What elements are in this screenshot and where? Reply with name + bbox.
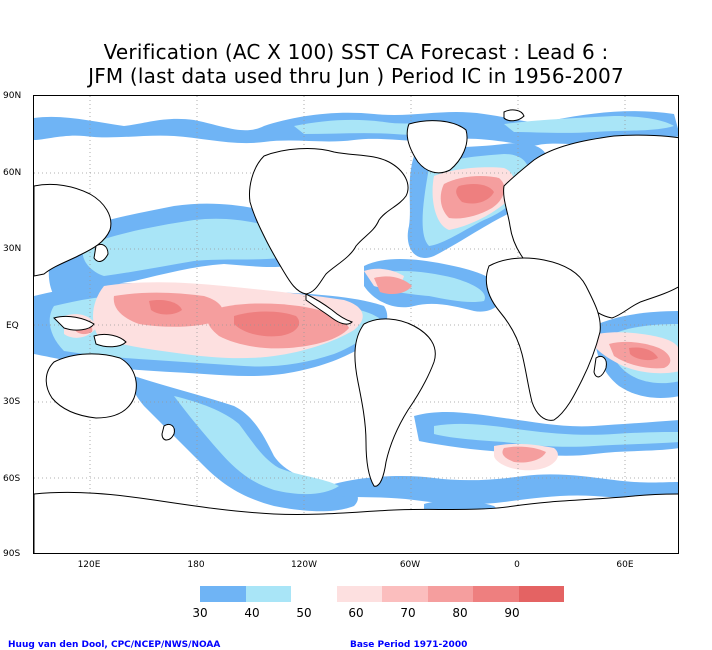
- japan-outline: [93, 243, 109, 262]
- svalbard-outline: [503, 109, 525, 122]
- australia-outline: [45, 353, 137, 419]
- madagascar-outline: [593, 355, 607, 378]
- lat-label-90s: 90S: [3, 549, 21, 559]
- lon-label-60w: 60W: [399, 560, 421, 570]
- colorbar-label-60: 60: [348, 606, 364, 620]
- colorbar-swatch-5: [382, 586, 428, 602]
- lon-label-120e: 120E: [77, 560, 101, 570]
- new-guinea-outline: [93, 333, 127, 348]
- colorbar-label-70: 70: [400, 606, 416, 620]
- lon-label-60e: 60E: [616, 560, 634, 570]
- south-america-outline: [354, 318, 436, 487]
- lon-label-180: 180: [187, 560, 205, 570]
- colorbar-swatch-8: [518, 586, 564, 602]
- lon-label-120w: 120W: [290, 560, 318, 570]
- map-title-line2: JFM (last data used thru Jun ) Period IC…: [88, 64, 624, 88]
- colorbar-swatch-3: [291, 586, 337, 602]
- credit-text: Huug van den Dool, CPC/NCEP/NWS/NOAA: [8, 640, 221, 650]
- central-america-outline: [305, 293, 353, 325]
- colorbar-swatch-4: [336, 586, 382, 602]
- north-america-outline: [249, 148, 409, 295]
- africa-outline: [485, 257, 601, 421]
- colorbar-swatch-6: [427, 586, 473, 602]
- correlation-map: [34, 96, 678, 553]
- indonesia-outline: [53, 315, 95, 331]
- lat-label-30n: 30N: [3, 244, 22, 254]
- colorbar-swatch-2: [245, 586, 291, 602]
- skill-band-80-90: [149, 184, 658, 361]
- colorbar-swatch-7: [473, 586, 519, 602]
- greenland-outline: [406, 120, 468, 174]
- lat-label-eq: EQ: [6, 321, 19, 331]
- lon-label-0: 0: [514, 560, 520, 570]
- map-panel: [33, 95, 679, 554]
- colorbar-label-90: 90: [504, 606, 520, 620]
- colorbar: [200, 586, 564, 602]
- new-zealand-outline: [161, 423, 175, 441]
- lat-label-60n: 60N: [3, 168, 22, 178]
- lat-label-30s: 30S: [3, 397, 21, 407]
- colorbar-label-30: 30: [192, 606, 208, 620]
- colorbar-label-50: 50: [296, 606, 312, 620]
- map-title-line1: Verification (AC X 100) SST CA Forecast …: [103, 40, 609, 64]
- base-period-text: Base Period 1971-2000: [350, 640, 468, 650]
- east-asia-outline: [34, 183, 112, 277]
- lat-label-90n: 90N: [3, 91, 22, 101]
- colorbar-label-80: 80: [452, 606, 468, 620]
- antarctica-outline: [34, 491, 678, 553]
- lat-label-60s: 60S: [3, 474, 21, 484]
- coastlines: [34, 109, 678, 553]
- colorbar-label-40: 40: [244, 606, 260, 620]
- colorbar-swatch-1: [200, 586, 246, 602]
